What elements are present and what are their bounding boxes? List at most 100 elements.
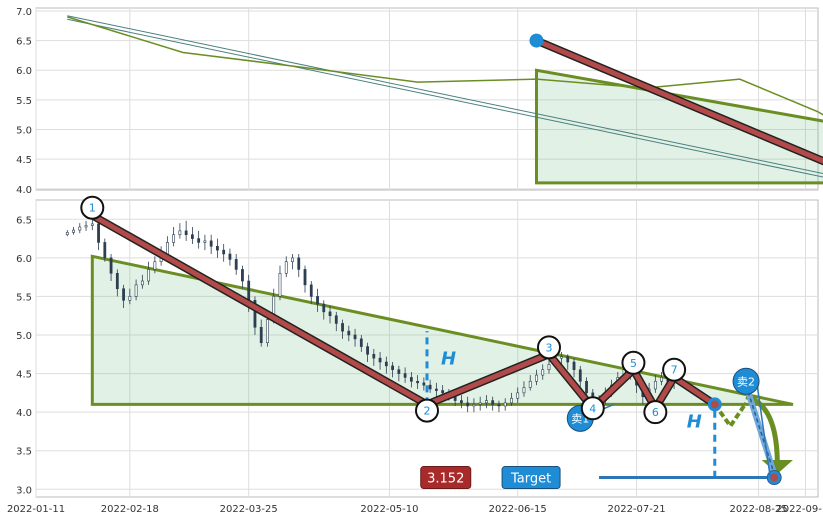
candle-body — [184, 230, 188, 236]
target-value-box — [420, 466, 472, 490]
candle-body — [122, 288, 125, 301]
x-tick-label: 2022-09-19 — [776, 504, 823, 515]
projection-height-label: H — [687, 412, 702, 433]
candle-body — [140, 280, 144, 286]
candle-body — [353, 334, 357, 340]
candle-body — [291, 257, 294, 263]
target-value: 3.152 — [427, 472, 464, 487]
candle-body — [328, 311, 332, 317]
candle-body — [322, 303, 326, 313]
bottom-y-tick-label: 5.0 — [16, 331, 32, 342]
candle-body — [497, 404, 501, 407]
candle-body — [165, 242, 169, 255]
candle-body — [485, 400, 488, 404]
sell2-path — [745, 384, 775, 475]
x-tick-label: 2022-01-11 — [7, 504, 65, 515]
candle-body — [466, 402, 470, 407]
candle-body — [434, 388, 438, 391]
pivot-circle — [621, 350, 646, 375]
pivot-label: 6 — [652, 406, 659, 419]
pivot-label: 7 — [671, 364, 678, 377]
pivot-circle — [415, 398, 439, 423]
candle-body — [516, 392, 520, 399]
x-tick-label: 2022-05-10 — [360, 504, 418, 515]
candle-body — [572, 361, 576, 371]
candle-body — [222, 249, 226, 255]
top-pattern-point — [529, 33, 544, 48]
bottom-y-tick-label: 4.5 — [16, 370, 32, 381]
candle-body — [97, 223, 100, 243]
candle-body — [378, 357, 382, 363]
x-tick-label: 2022-02-18 — [101, 504, 159, 515]
pivot-circle — [580, 396, 605, 421]
candle-body — [341, 323, 344, 332]
candle-body — [422, 382, 426, 386]
top-y-tick-label: 4.5 — [16, 155, 32, 166]
candle-body — [428, 384, 432, 390]
candle-body — [266, 319, 269, 344]
candle-body — [309, 284, 313, 297]
pivot-circle — [536, 335, 561, 360]
bottom-y-tick-label: 5.5 — [16, 292, 32, 303]
pivot-label: 2 — [424, 405, 431, 418]
bottom-y-tick-label: 6.0 — [16, 254, 32, 265]
candle-body — [153, 261, 157, 270]
pivot-circle — [80, 195, 105, 220]
candle-body — [297, 257, 301, 270]
bottom-triangle — [90, 254, 794, 406]
candle-body — [547, 364, 551, 371]
candle-body — [347, 330, 351, 336]
candle-body — [65, 232, 69, 236]
x-tick-label: 2022-06-15 — [489, 504, 547, 515]
candle-body — [578, 369, 582, 382]
candle-body — [278, 272, 282, 297]
top-y-tick-label: 5.0 — [16, 126, 32, 137]
candle-body — [241, 269, 244, 282]
candle-body — [115, 272, 119, 290]
top-y-tick-label: 4.0 — [16, 185, 32, 196]
candle-body — [522, 387, 526, 394]
target-label: Target — [510, 472, 551, 487]
candle-body — [78, 226, 82, 231]
height-marker-label: H — [441, 348, 456, 369]
bottom-panel: 6.56.05.55.04.54.03.53.0HHTarget3.152卖1卖… — [16, 195, 819, 498]
breakout-point-core — [710, 400, 719, 409]
candle-body — [234, 259, 238, 270]
candle-body — [316, 296, 319, 305]
candle-body — [178, 230, 182, 236]
candle-body — [109, 257, 113, 274]
candle-body — [541, 369, 545, 376]
pivot-label: 1 — [89, 202, 96, 215]
top-reference-line — [67, 18, 823, 178]
candle-body — [491, 400, 495, 405]
candle-body — [253, 299, 257, 328]
signal-marker — [732, 367, 760, 395]
candle-body — [416, 380, 420, 384]
candle-body — [653, 380, 657, 390]
top-y-tick-label: 6.5 — [16, 37, 32, 48]
candle-body — [372, 353, 376, 359]
candle-body — [216, 245, 219, 251]
candle-body — [510, 397, 513, 404]
pivot-label: 4 — [589, 402, 596, 415]
x-tick-label: 2022-08-25 — [730, 504, 788, 515]
target-point-core — [770, 473, 779, 482]
candle-body — [403, 373, 407, 378]
top-y-tick-label: 5.5 — [16, 96, 32, 107]
bottom-y-tick-label: 6.5 — [16, 215, 32, 226]
candle-body — [147, 269, 151, 282]
signal-pointer — [755, 377, 771, 478]
signal-label: 卖2 — [737, 375, 755, 388]
pivot-label: 5 — [630, 357, 637, 370]
candle-body — [535, 374, 538, 382]
candle-body — [528, 380, 532, 388]
candle-body — [334, 315, 338, 324]
candle-body — [72, 229, 75, 233]
candle-body — [259, 326, 263, 344]
projection-zigzag — [713, 401, 748, 430]
candle-body — [103, 242, 107, 259]
candle-body — [397, 369, 401, 374]
candle-body — [409, 377, 413, 382]
top-reference-line — [67, 15, 823, 174]
candle-body — [197, 238, 201, 243]
